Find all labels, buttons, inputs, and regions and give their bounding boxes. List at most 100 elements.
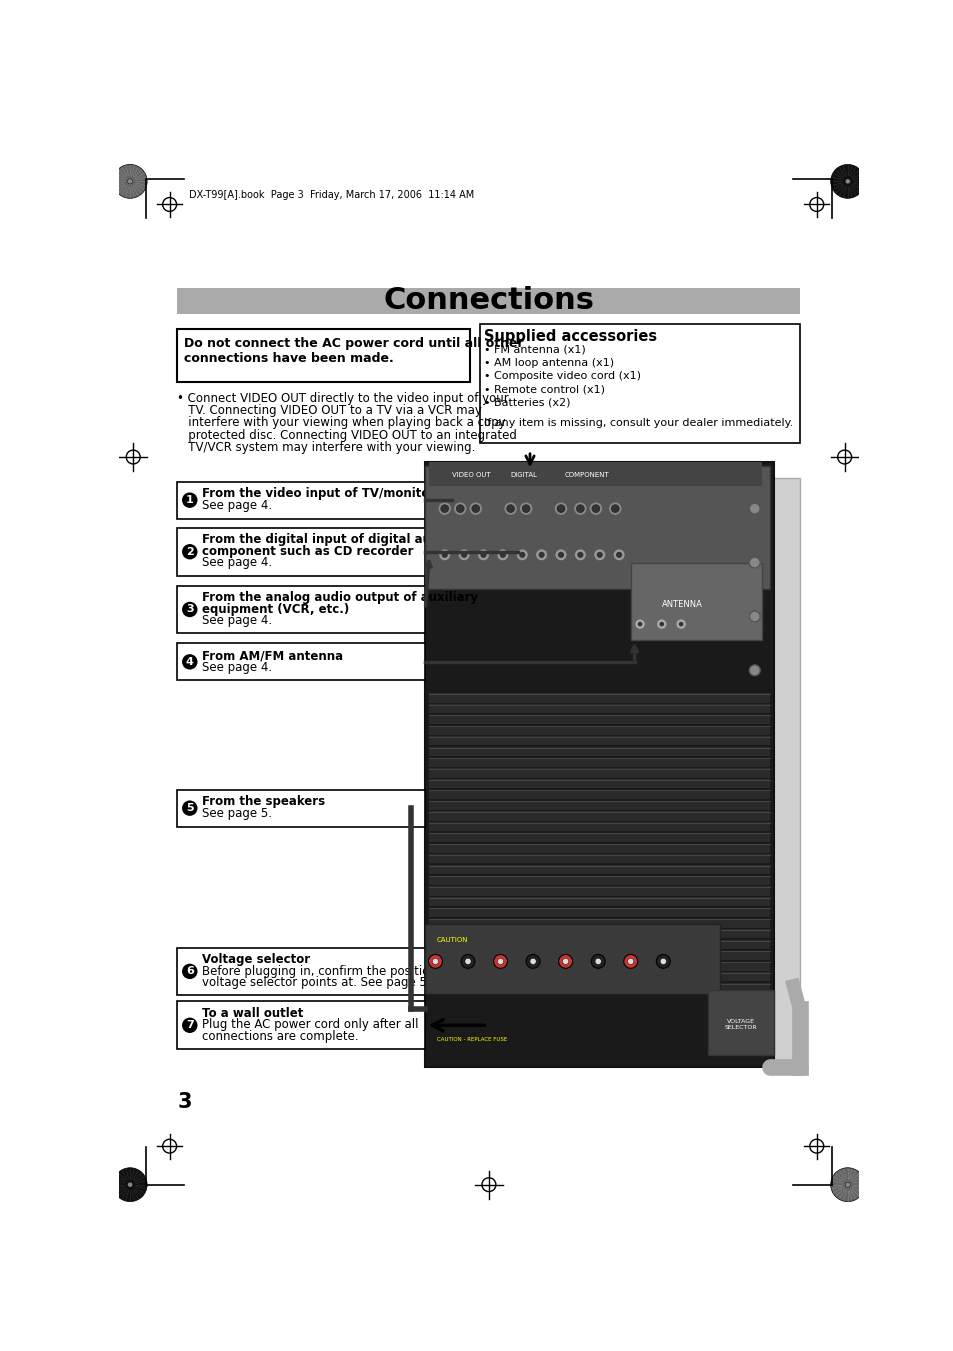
Text: See page 5.: See page 5. [202,807,272,820]
Circle shape [627,958,633,965]
Circle shape [588,501,602,516]
Text: • FM antenna (x1): • FM antenna (x1) [484,345,585,355]
FancyBboxPatch shape [429,865,769,874]
Circle shape [460,551,467,558]
Circle shape [830,1167,863,1201]
Circle shape [113,1167,147,1201]
FancyBboxPatch shape [177,585,425,634]
Text: DIGITAL: DIGITAL [510,471,537,478]
Circle shape [438,549,451,561]
Text: Before plugging in, confirm the position the: Before plugging in, confirm the position… [202,965,459,978]
Text: protected disc. Connecting VIDEO OUT to an integrated: protected disc. Connecting VIDEO OUT to … [177,428,517,442]
FancyBboxPatch shape [429,843,769,852]
FancyBboxPatch shape [429,715,769,724]
FancyBboxPatch shape [429,780,769,789]
FancyBboxPatch shape [429,929,769,939]
Text: • Remote control (x1): • Remote control (x1) [484,384,604,394]
Text: 2: 2 [186,547,193,557]
Circle shape [521,505,530,512]
Circle shape [497,549,509,561]
Text: • Composite video cord (x1): • Composite video cord (x1) [484,372,640,381]
Circle shape [748,665,760,676]
Circle shape [516,549,528,561]
Circle shape [493,954,507,969]
FancyBboxPatch shape [425,466,769,589]
Circle shape [182,544,197,559]
Circle shape [637,621,641,627]
FancyBboxPatch shape [429,832,769,842]
FancyBboxPatch shape [177,790,425,827]
Text: See page 4.: See page 4. [202,661,272,674]
Circle shape [440,505,448,512]
Circle shape [182,654,197,670]
Circle shape [656,954,670,969]
FancyBboxPatch shape [429,704,769,713]
Circle shape [554,501,567,516]
Text: interfere with your viewing when playing back a copy: interfere with your viewing when playing… [177,416,505,430]
Circle shape [555,549,567,561]
Circle shape [844,178,849,184]
Circle shape [182,601,197,617]
Text: connections are complete.: connections are complete. [202,1029,358,1043]
FancyBboxPatch shape [429,940,769,950]
Circle shape [591,954,604,969]
Circle shape [530,958,536,965]
Circle shape [535,549,547,561]
FancyBboxPatch shape [429,736,769,746]
Text: See page 4.: See page 4. [202,499,272,512]
Circle shape [480,551,486,558]
Text: 3: 3 [177,1092,192,1112]
Circle shape [468,501,482,516]
Circle shape [577,551,583,558]
FancyBboxPatch shape [429,897,769,907]
FancyBboxPatch shape [429,823,769,831]
FancyBboxPatch shape [177,643,425,681]
Text: From the digital input of digital audio: From the digital input of digital audio [202,534,451,546]
Text: 1: 1 [186,496,193,505]
Text: voltage selector points at. See page 5.: voltage selector points at. See page 5. [202,975,431,989]
Text: CAUTION: CAUTION [436,936,468,943]
Text: Connections: Connections [383,286,594,315]
Circle shape [844,1182,849,1188]
Circle shape [456,505,464,512]
FancyBboxPatch shape [429,962,769,970]
FancyBboxPatch shape [177,330,470,381]
Circle shape [476,549,489,561]
Circle shape [437,501,452,516]
Circle shape [659,621,663,627]
Text: TV. Connecting VIDEO OUT to a TV via a VCR may: TV. Connecting VIDEO OUT to a TV via a V… [177,404,482,417]
Circle shape [432,958,438,965]
Circle shape [557,505,564,512]
Circle shape [608,501,621,516]
FancyBboxPatch shape [630,562,761,639]
Circle shape [748,557,760,567]
FancyBboxPatch shape [177,528,425,576]
FancyBboxPatch shape [769,478,799,1071]
Text: If any item is missing, consult your dealer immediately.: If any item is missing, consult your dea… [484,417,793,428]
Circle shape [182,493,197,508]
Text: • AM loop antenna (x1): • AM loop antenna (x1) [484,358,614,367]
FancyBboxPatch shape [425,462,773,1067]
Circle shape [428,954,442,969]
Text: connections have been made.: connections have been made. [183,353,393,365]
Circle shape [497,958,503,965]
FancyBboxPatch shape [177,482,425,519]
Text: TV/VCR system may interfere with your viewing.: TV/VCR system may interfere with your vi… [177,440,476,454]
FancyBboxPatch shape [429,462,761,485]
FancyBboxPatch shape [429,769,769,778]
Circle shape [506,505,514,512]
Circle shape [472,505,479,512]
Circle shape [128,1182,132,1188]
Circle shape [830,165,863,199]
FancyBboxPatch shape [177,1001,425,1050]
Text: component such as CD recorder: component such as CD recorder [202,544,414,558]
Circle shape [748,503,760,513]
Circle shape [576,505,583,512]
FancyBboxPatch shape [429,973,769,981]
Circle shape [596,551,602,558]
Circle shape [113,165,147,199]
FancyBboxPatch shape [429,790,769,798]
Circle shape [499,551,505,558]
Circle shape [558,954,572,969]
Text: See page 4.: See page 4. [202,615,272,627]
